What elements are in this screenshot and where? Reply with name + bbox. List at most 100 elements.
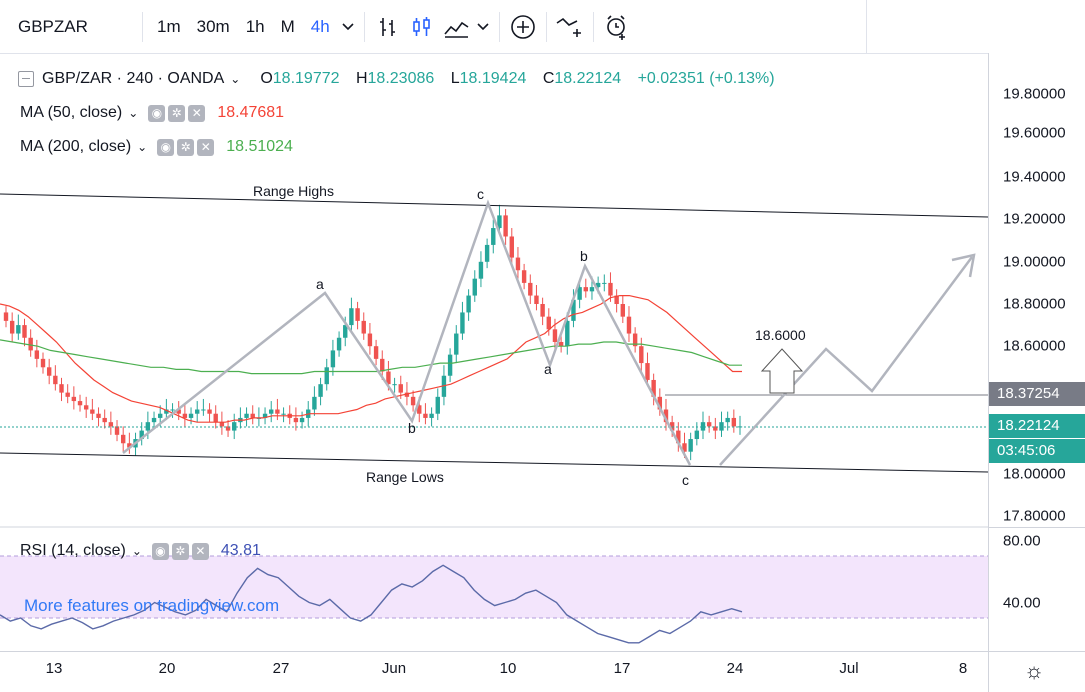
candle-body [657, 396, 663, 410]
candle-body [22, 325, 27, 338]
candle-body [577, 287, 582, 300]
candle-body [725, 417, 730, 423]
eye-icon[interactable]: ◉ [148, 104, 166, 122]
close-label: C [542, 70, 555, 87]
candle-body [676, 430, 681, 444]
candle-body [608, 282, 613, 296]
chevron-down-icon[interactable]: ⌄ [137, 140, 148, 154]
price-tick: 19.80000 [1003, 85, 1066, 103]
candle-body [534, 295, 539, 304]
main-chart[interactable] [0, 53, 988, 651]
top-toolbar: GBPZAR 1m 30m 1h M 4h [0, 0, 1085, 54]
candle-body [158, 413, 163, 418]
chevron-down-icon[interactable]: ⌄ [131, 544, 142, 558]
candle-body [9, 320, 15, 334]
wave-label-a1: a [316, 276, 324, 292]
chevron-down-icon[interactable]: ⌄ [230, 72, 241, 86]
gear-icon[interactable]: ✲ [168, 104, 186, 122]
tradingview-watermark[interactable]: More features on tradingview.com [24, 596, 280, 615]
range-highs-line[interactable] [0, 193, 988, 218]
chevron-down-icon[interactable] [473, 10, 493, 44]
area-chart-icon[interactable] [439, 10, 473, 44]
candle-body [46, 367, 52, 376]
toolbar-divider [592, 11, 594, 42]
high-value: 18.23086 [367, 70, 435, 87]
symbol-title[interactable]: GBP/ZAR · 240 · OANDA [42, 70, 225, 87]
collapse-legend-icon[interactable] [18, 71, 34, 87]
candle-body [201, 409, 206, 411]
candle-body [478, 261, 484, 279]
wave-label-c2: c [682, 472, 689, 488]
candle-body [392, 384, 397, 386]
candle-body [719, 422, 724, 431]
eye-icon[interactable]: ◉ [151, 542, 169, 560]
close-icon[interactable]: ✕ [188, 104, 206, 122]
projection-path[interactable] [719, 256, 974, 466]
range-lows-label: Range Lows [366, 469, 444, 485]
symbol-search[interactable]: GBPZAR [18, 16, 88, 36]
candle-body [713, 426, 718, 431]
level-price-label: 18.37254 [989, 382, 1085, 406]
gear-icon[interactable]: ✲ [171, 542, 189, 560]
time-axis[interactable]: 13 20 27 Jun 10 17 24 Jul 8 ☼ [0, 651, 1085, 692]
projection-arrowhead [951, 253, 976, 278]
candle-body [34, 350, 40, 359]
range-lows-line[interactable] [0, 452, 988, 473]
eye-icon[interactable]: ◉ [157, 138, 175, 156]
time-tick: 10 [499, 660, 517, 677]
close-icon[interactable]: ✕ [197, 138, 215, 156]
candle-body [651, 379, 656, 397]
bars-icon[interactable] [371, 10, 405, 44]
candle-body [472, 278, 477, 296]
candle-body [182, 413, 188, 418]
candle-body [503, 215, 508, 237]
candle-body [380, 358, 385, 372]
candle-body [120, 434, 126, 444]
candle-body [552, 329, 558, 342]
rsi-line [0, 564, 743, 644]
price-axis[interactable]: 19.80000 19.60000 19.40000 19.20000 19.0… [988, 53, 1085, 651]
candle-body [509, 236, 514, 258]
price-tick: 19.40000 [1003, 168, 1066, 186]
ma50-legend: MA (50, close) ⌄ ◉ ✲ ✕ 18.47681 [20, 104, 284, 122]
candle-body [645, 363, 650, 380]
settings-icon[interactable]: ☼ [1024, 658, 1045, 683]
interval-month[interactable]: M [280, 16, 295, 36]
wave-pattern-1[interactable] [122, 199, 692, 466]
ma50-label[interactable]: MA (50, close) [20, 104, 123, 121]
last-price-label: 18.22124 [989, 414, 1085, 438]
candle-body [528, 282, 533, 296]
ma200-label[interactable]: MA (200, close) [20, 138, 132, 155]
interval-4h[interactable]: 4h [310, 16, 330, 36]
candle-body [164, 409, 169, 414]
candle-body [669, 422, 675, 431]
candle-body [330, 350, 336, 368]
candle-body [546, 316, 551, 330]
interval-1h[interactable]: 1h [245, 16, 265, 36]
rsi-label[interactable]: RSI (14, close) [20, 542, 126, 559]
target-arrow[interactable] [760, 348, 804, 394]
close-icon[interactable]: ✕ [191, 542, 209, 560]
time-tick: 27 [272, 660, 290, 677]
interval-30m[interactable]: 30m [196, 16, 230, 36]
candle-body [602, 282, 607, 284]
candle-body [71, 396, 77, 402]
candle-body [275, 409, 280, 414]
main-legend: GBP/ZAR · 240 · OANDA ⌄ O18.19772 H18.23… [18, 70, 787, 88]
chevron-down-icon[interactable] [338, 10, 358, 44]
add-indicator-icon[interactable] [506, 10, 540, 44]
candle-body [497, 215, 502, 229]
candlestick-icon[interactable] [405, 10, 439, 44]
alert-icon[interactable] [600, 10, 634, 44]
ma200-line [0, 339, 742, 375]
candle-body [312, 396, 317, 410]
compare-icon[interactable] [553, 10, 587, 44]
price-tick: 19.00000 [1003, 253, 1066, 271]
candle-body [299, 417, 305, 423]
price-tick: 18.80000 [1003, 295, 1066, 313]
candle-body [410, 396, 416, 406]
interval-1m[interactable]: 1m [157, 16, 181, 36]
candle-body [40, 358, 46, 368]
gear-icon[interactable]: ✲ [177, 138, 195, 156]
chevron-down-icon[interactable]: ⌄ [128, 106, 139, 120]
